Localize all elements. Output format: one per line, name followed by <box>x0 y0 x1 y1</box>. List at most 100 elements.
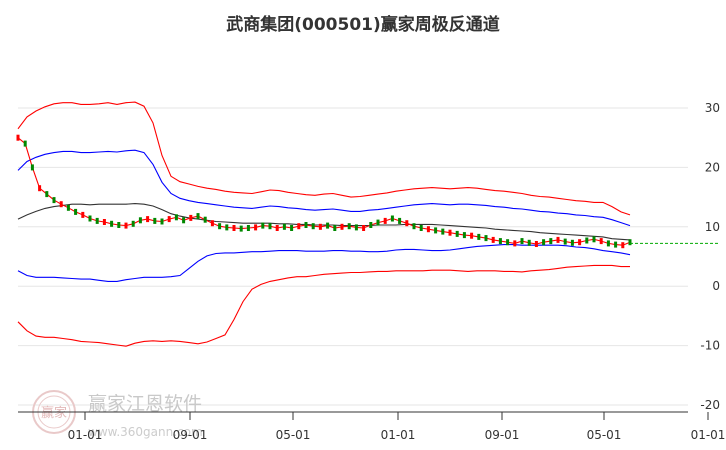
price-candle <box>74 208 78 215</box>
price-candle <box>59 201 63 208</box>
grid-lines <box>18 107 688 406</box>
watermark-url: www.360gann.com <box>88 425 203 439</box>
price-candle <box>340 223 344 230</box>
price-candle <box>160 218 164 225</box>
price-candle <box>146 216 150 223</box>
y-tick-label: -20 <box>700 398 720 412</box>
upper-inner-band <box>17 149 631 227</box>
lower-outer-band <box>17 264 630 347</box>
price-candle <box>484 235 488 242</box>
price-candle <box>196 213 200 220</box>
price-candle <box>124 222 128 229</box>
price-candle <box>45 191 49 198</box>
price-line <box>17 137 631 246</box>
price-candle <box>326 222 330 229</box>
price-candle <box>52 197 56 204</box>
price-candle <box>412 223 416 230</box>
price-candle <box>333 225 337 231</box>
price-candle <box>498 238 502 245</box>
upper-outer-band <box>17 101 631 216</box>
price-candle <box>369 222 373 228</box>
price-candle <box>390 215 394 222</box>
price-candle <box>282 223 286 230</box>
x-tick-label: 09-01 <box>485 428 520 442</box>
price-candle <box>556 236 560 243</box>
price-candle <box>570 239 574 246</box>
price-candle <box>534 241 538 247</box>
price-candle <box>318 223 322 230</box>
price-candle <box>470 232 474 239</box>
price-candle <box>606 240 610 247</box>
price-candle <box>383 217 387 224</box>
price-candle <box>297 223 301 230</box>
price-candle <box>95 217 99 224</box>
price-candle <box>174 214 178 221</box>
price-candle <box>563 238 567 245</box>
price-candle <box>81 211 85 218</box>
price-candle <box>405 220 409 227</box>
price-candle <box>275 225 279 231</box>
lower-inner-band <box>17 244 631 282</box>
y-tick-label: -10 <box>700 339 720 353</box>
price-candle <box>585 237 589 244</box>
price-candle <box>30 164 34 171</box>
price-candle <box>23 140 27 147</box>
watermark: 赢家 赢家江恩软件 www.360gann.com <box>32 390 203 439</box>
y-tick-label: 10 <box>705 220 720 234</box>
price-candle <box>182 217 186 224</box>
price-candle <box>167 216 171 223</box>
price-candle <box>102 219 106 225</box>
price-candle <box>398 217 402 224</box>
price-candle <box>549 238 553 245</box>
price-candle <box>16 134 20 141</box>
price-candle <box>542 239 546 246</box>
x-tick-label: 01-01 <box>68 428 103 442</box>
x-tick-label: 09-01 <box>173 428 208 442</box>
price-candle <box>621 242 625 249</box>
price-candle <box>628 239 632 246</box>
price-candle <box>441 228 445 235</box>
price-candle <box>218 223 222 230</box>
price-candle <box>261 222 265 229</box>
price-candle <box>290 225 294 231</box>
series-layer <box>16 101 720 347</box>
price-candle <box>232 225 236 231</box>
price-candle <box>189 214 193 221</box>
price-candle <box>203 216 207 223</box>
price-candle <box>434 227 438 234</box>
price-candle <box>376 219 380 226</box>
x-tick-label: 05-01 <box>276 428 311 442</box>
price-candle <box>491 236 495 243</box>
price-candle <box>225 224 229 231</box>
price-candle <box>110 220 114 227</box>
price-candle <box>66 204 70 211</box>
price-candle <box>88 215 92 222</box>
price-candle <box>311 223 315 230</box>
price-candle <box>131 220 135 227</box>
price-candle <box>210 220 214 227</box>
price-candle <box>419 225 423 231</box>
chart-title: 武商集团(000501)赢家周极反通道 <box>226 15 500 35</box>
price-candle <box>254 224 258 231</box>
price-candle <box>455 230 459 237</box>
watermark-brand: 赢家江恩软件 <box>88 393 202 415</box>
price-candle <box>527 239 531 246</box>
price-candle <box>520 238 524 245</box>
price-candle <box>462 232 466 239</box>
price-candle <box>138 217 142 224</box>
price-candle <box>477 233 481 240</box>
y-tick-label: 30 <box>705 101 720 115</box>
y-tick-label: 0 <box>712 279 720 293</box>
x-tick-label: 05-01 <box>587 428 622 442</box>
price-candle <box>354 224 358 231</box>
price-candle <box>268 223 272 230</box>
y-tick-label: 20 <box>705 160 720 174</box>
price-candle <box>362 225 366 231</box>
price-candle <box>347 223 351 230</box>
price-candle <box>239 225 243 232</box>
price-candle <box>38 185 42 192</box>
price-candle <box>153 217 157 224</box>
x-tick-label: 01-01 <box>381 428 416 442</box>
